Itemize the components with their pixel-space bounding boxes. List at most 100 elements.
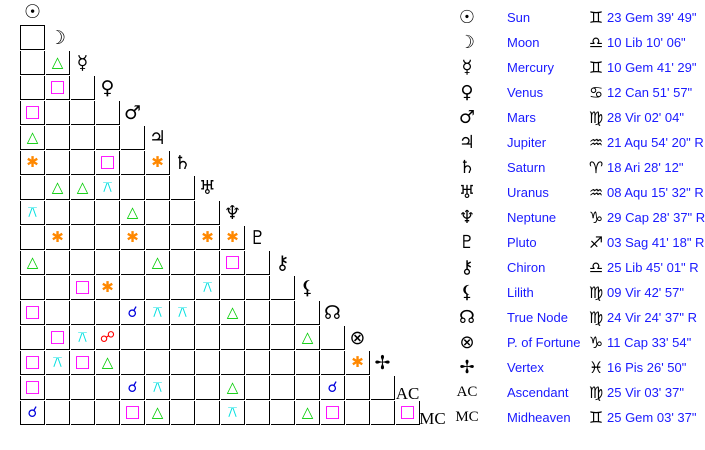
aspect-cell-ascendant-mars: ☌ (121, 376, 145, 400)
aspect-cell-saturn-jupiter: ✱ (146, 151, 170, 175)
aspect-cell-vertex-saturn (171, 351, 195, 375)
quincunx-aspect-icon: ⚻ (177, 303, 188, 321)
aspect-cell-midheaven-pluto (246, 401, 270, 425)
aspect-cell-p-of-fortune-jupiter (146, 326, 170, 350)
ascendant-icon: AC (456, 384, 478, 400)
aspect-cell-ascendant-pluto (246, 376, 270, 400)
aspect-cell-saturn-moon (46, 151, 70, 175)
planet-row-moon: ☽ Moon ♎ 10 Lib 10' 06" (455, 30, 686, 55)
aspect-cell-neptune-moon (46, 201, 70, 225)
grid-glyph-saturn-icon: ♄ (173, 151, 192, 174)
planet-row-neptune: ♆ Neptune ♑ 29 Cap 28' 37" R (455, 205, 705, 230)
aspect-cell-ascendant-true-node: ☌ (321, 376, 345, 400)
planet-row-mars: ♂ Mars ♍ 28 Vir 02' 04" (455, 105, 684, 130)
planet-row-pluto: ♇ Pluto ♐ 03 Sag 41' 18" R (455, 230, 705, 255)
aspect-cell-true-node-mercury (71, 301, 95, 325)
trine-aspect-icon: △ (151, 403, 164, 421)
zodiac-sign-icon: ♑ (588, 333, 604, 352)
aspect-cell-p-of-fortune-mars (121, 326, 145, 350)
aspect-cell-lilith-saturn (171, 276, 195, 300)
planet-position: 23 Gem 39' 49" (607, 10, 697, 25)
sextile-aspect-icon: ✱ (226, 228, 239, 246)
venus-icon: ♀ (460, 82, 474, 103)
planet-name: Midheaven (507, 410, 571, 425)
aspect-cell-moon-sun (20, 25, 45, 50)
aspect-cell-chiron-saturn (171, 251, 195, 275)
aspect-cell-ascendant-jupiter: ⚻ (146, 376, 170, 400)
aspect-cell-pluto-moon: ✱ (46, 226, 70, 250)
aspect-cell-midheaven-uranus (196, 401, 220, 425)
aspect-cell-lilith-sun (20, 276, 45, 300)
aspect-cell-chiron-sun: △ (20, 251, 45, 275)
planet-position: 25 Lib 45' 01" R (607, 260, 699, 275)
zodiac-sign-icon: ♓ (588, 358, 604, 377)
quincunx-aspect-icon: ⚻ (52, 353, 63, 371)
aspect-cell-vertex-jupiter (146, 351, 170, 375)
neptune-icon: ♆ (458, 207, 476, 228)
aspect-cell-ascendant-chiron (271, 376, 295, 400)
grid-glyph-sun-icon: ☉ (23, 0, 42, 23)
aspect-cell-venus-sun (20, 76, 45, 100)
aspect-cell-lilith-mars (121, 276, 145, 300)
aspect-cell-neptune-venus (96, 201, 120, 225)
conjunction-aspect-icon: ☌ (327, 378, 338, 396)
planet-row-p-of-fortune: ⊗ P. of Fortune ♑ 11 Cap 33' 54" (455, 330, 691, 355)
square-aspect-icon: □ (24, 377, 41, 397)
zodiac-sign-icon: ♎ (588, 33, 604, 52)
aspect-cell-venus-mercury (71, 76, 95, 100)
aspect-cell-midheaven-mercury (71, 401, 95, 425)
planet-name: Lilith (507, 285, 534, 300)
planet-position: 25 Gem 03' 37" (607, 410, 697, 425)
aspect-cell-vertex-uranus (196, 351, 220, 375)
aspect-cell-p-of-fortune-mercury: ⚻ (71, 326, 95, 350)
zodiac-sign-icon: ♈ (588, 158, 604, 177)
planet-position: 10 Lib 10' 06" (607, 35, 686, 50)
aspect-cell-uranus-saturn (171, 176, 195, 200)
aspect-cell-pluto-uranus: ✱ (196, 226, 220, 250)
aspect-cell-jupiter-sun: △ (20, 126, 45, 150)
grid-glyph-p-of-fortune-icon: ⊗ (349, 326, 366, 349)
grid-glyph-venus-icon: ♀ (100, 76, 115, 99)
planet-name: Chiron (507, 260, 546, 275)
aspect-cell-ascendant-p-of-fortune (346, 376, 370, 400)
aspect-cell-uranus-mercury: △ (71, 176, 95, 200)
aspect-cell-p-of-fortune-pluto (246, 326, 270, 350)
planet-row-sun: ☉ Sun ♊ 23 Gem 39' 49" (455, 5, 697, 30)
aspect-cell-ascendant-lilith (296, 376, 320, 400)
aspect-cell-pluto-mars: ✱ (121, 226, 145, 250)
trine-aspect-icon: △ (101, 353, 114, 371)
aspect-cell-lilith-moon (46, 276, 70, 300)
planet-name: Moon (507, 35, 540, 50)
aspect-cell-uranus-mars (121, 176, 145, 200)
aspect-grid: △ □ □ △ ✱ □ ✱ △ △ ⚻ ⚻ △ ✱ ✱ ✱ ✱ △ △ □ □ ✱ ⚻ □ ☌ ⚻ ⚻ △ □ ⚻ ☍ △ □ ⚻ □ △ ✱ □ ☌ ⚻ △… (20, 0, 446, 428)
grid-glyph-jupiter-icon: ♃ (148, 126, 167, 149)
square-aspect-icon: □ (74, 352, 91, 372)
aspect-cell-saturn-mars (121, 151, 145, 175)
aspect-cell-p-of-fortune-moon: □ (46, 326, 70, 350)
aspect-cell-vertex-p-of-fortune: ✱ (346, 351, 370, 375)
trine-aspect-icon: △ (301, 328, 314, 346)
trine-aspect-icon: △ (51, 53, 64, 71)
planet-position: 03 Sag 41' 18" R (607, 235, 705, 250)
mars-icon: ♂ (458, 107, 476, 128)
planet-row-midheaven: MC Midheaven ♊ 25 Gem 03' 37" (455, 405, 696, 430)
aspect-cell-lilith-pluto (246, 276, 270, 300)
grid-glyph-mercury-icon: ☿ (76, 51, 89, 74)
square-aspect-icon: □ (124, 402, 141, 422)
aspect-cell-neptune-uranus (196, 201, 220, 225)
trine-aspect-icon: △ (126, 203, 139, 221)
zodiac-sign-icon: ♒ (588, 183, 604, 202)
aspect-cell-true-node-venus (96, 301, 120, 325)
vertex-icon: ✢ (459, 357, 475, 378)
aspect-cell-chiron-venus (96, 251, 120, 275)
aspect-cell-vertex-mars (121, 351, 145, 375)
uranus-icon: ♅ (458, 182, 476, 203)
zodiac-sign-icon: ♍ (588, 383, 604, 402)
aspect-cell-vertex-neptune (221, 351, 245, 375)
planet-position: 11 Cap 33' 54" (607, 335, 692, 350)
aspect-cell-mercury-moon: △ (46, 51, 70, 75)
zodiac-sign-icon: ♊ (588, 58, 604, 77)
p-of-fortune-icon: ⊗ (459, 332, 475, 353)
aspect-cell-chiron-moon (46, 251, 70, 275)
square-aspect-icon: □ (49, 327, 66, 347)
